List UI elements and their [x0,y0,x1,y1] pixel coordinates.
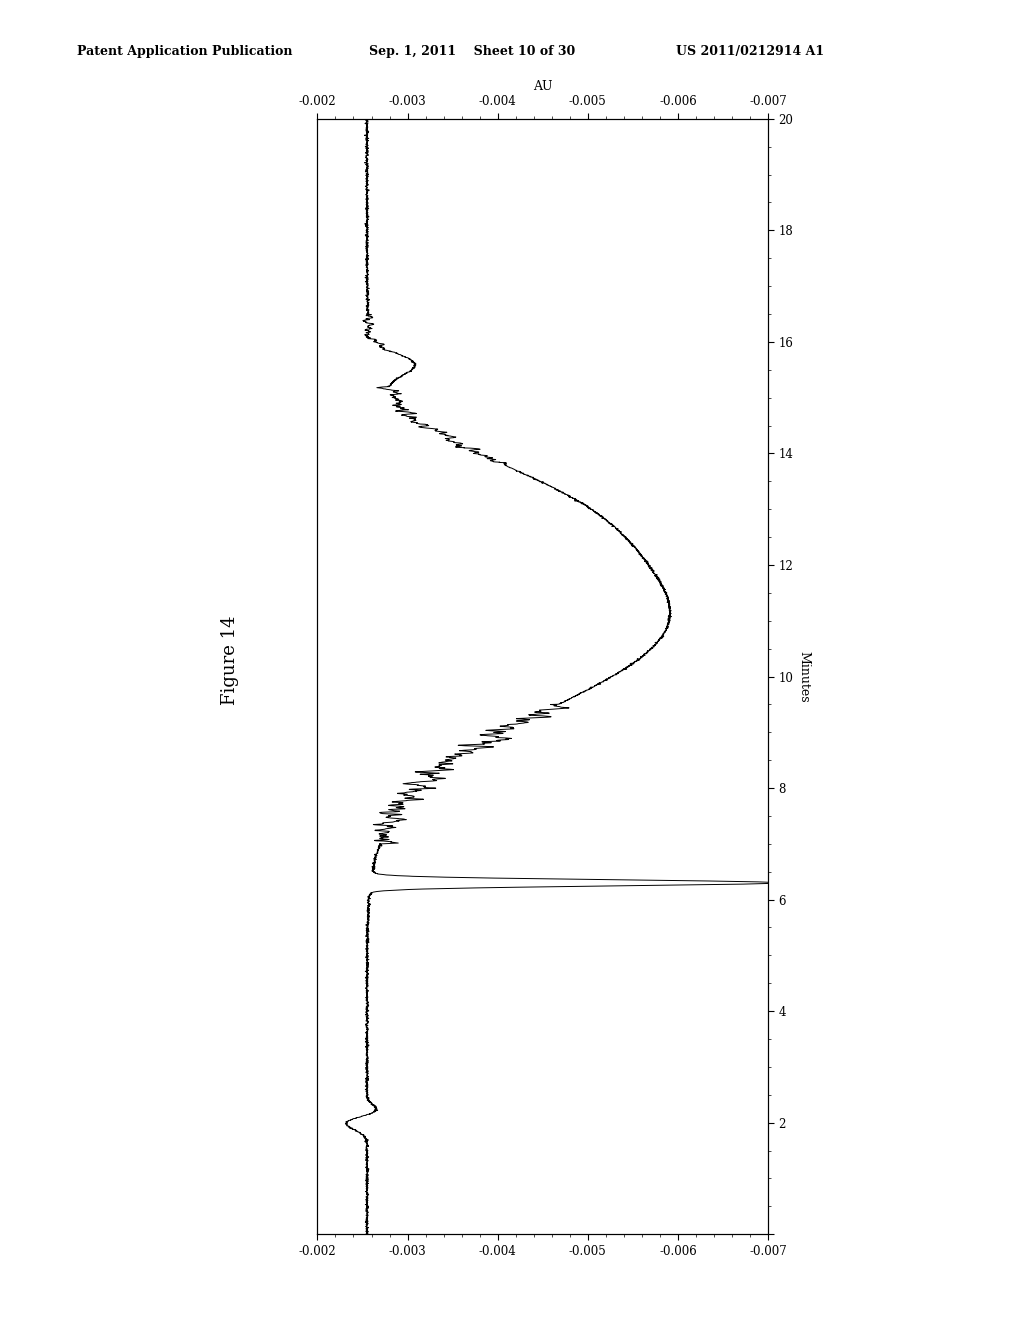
Text: Sep. 1, 2011    Sheet 10 of 30: Sep. 1, 2011 Sheet 10 of 30 [369,45,574,58]
Y-axis label: Minutes: Minutes [797,651,810,702]
Text: Patent Application Publication: Patent Application Publication [77,45,292,58]
X-axis label: AU: AU [532,79,553,92]
Text: Figure 14: Figure 14 [221,615,240,705]
Text: US 2011/0212914 A1: US 2011/0212914 A1 [676,45,824,58]
